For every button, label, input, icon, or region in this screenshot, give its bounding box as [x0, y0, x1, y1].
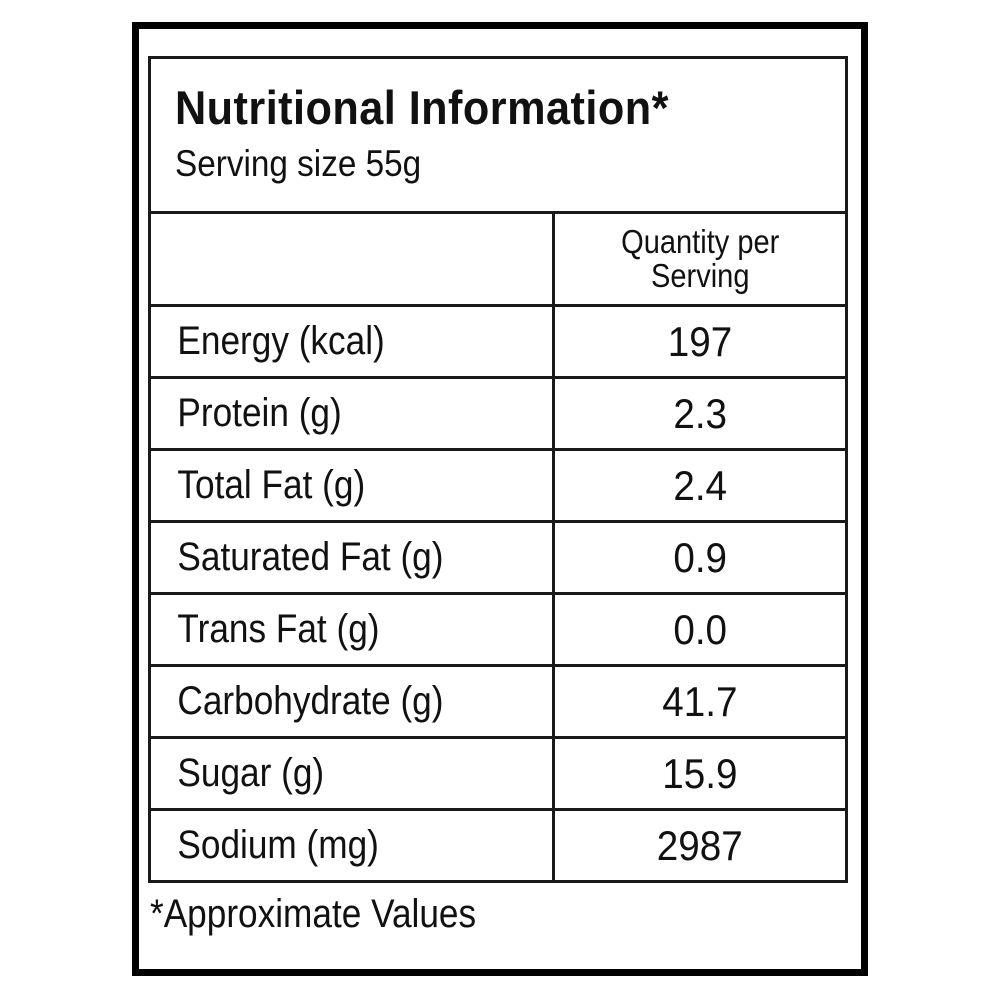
table-header-row: Quantity per Serving — [151, 214, 845, 306]
nutrient-name: Total Fat (g) — [177, 463, 366, 507]
nutrition-panel: Nutritional Information* Serving size 55… — [148, 56, 848, 883]
nutrient-value: 197 — [667, 317, 732, 365]
title-block: Nutritional Information* Serving size 55… — [151, 59, 845, 214]
nutrient-value: 0.0 — [672, 605, 727, 653]
nutrient-value: 41.7 — [662, 677, 738, 725]
table-row: Total Fat (g) 2.4 — [151, 448, 845, 522]
nutrient-name: Energy (kcal) — [177, 319, 385, 363]
nutrient-value: 2987 — [656, 821, 743, 869]
nutrient-name: Sugar (g) — [177, 751, 325, 795]
nutrient-name: Sodium (mg) — [177, 823, 379, 867]
nutrient-value: 15.9 — [662, 749, 738, 797]
panel-title: Nutritional Information* — [175, 81, 669, 134]
nutrient-name: Saturated Fat (g) — [177, 535, 444, 579]
table-row: Sodium (mg) 2987 — [151, 808, 845, 880]
table-row: Carbohydrate (g) 41.7 — [151, 664, 845, 738]
nutrient-value: 2.4 — [672, 461, 727, 509]
quantity-per-serving-header: Quantity per Serving — [620, 223, 779, 294]
table-row: Trans Fat (g) 0.0 — [151, 592, 845, 666]
nutrition-table: Quantity per Serving Energy (kcal) 197 P… — [151, 214, 845, 880]
header-empty-cell — [151, 214, 553, 306]
nutrient-name: Trans Fat (g) — [177, 607, 380, 651]
footnote-approximate-values: *Approximate Values — [150, 892, 477, 936]
table-row: Sugar (g) 15.9 — [151, 736, 845, 810]
table-row: Energy (kcal) 197 — [151, 304, 845, 378]
serving-size: Serving size 55g — [175, 143, 422, 184]
nutrient-name: Carbohydrate (g) — [177, 679, 444, 723]
nutrient-value: 2.3 — [672, 389, 727, 437]
nutrient-name: Protein (g) — [177, 391, 342, 435]
table-row: Protein (g) 2.3 — [151, 376, 845, 450]
table-row: Saturated Fat (g) 0.9 — [151, 520, 845, 594]
nutrient-value: 0.9 — [672, 533, 727, 581]
header-quantity-cell: Quantity per Serving — [551, 214, 845, 306]
